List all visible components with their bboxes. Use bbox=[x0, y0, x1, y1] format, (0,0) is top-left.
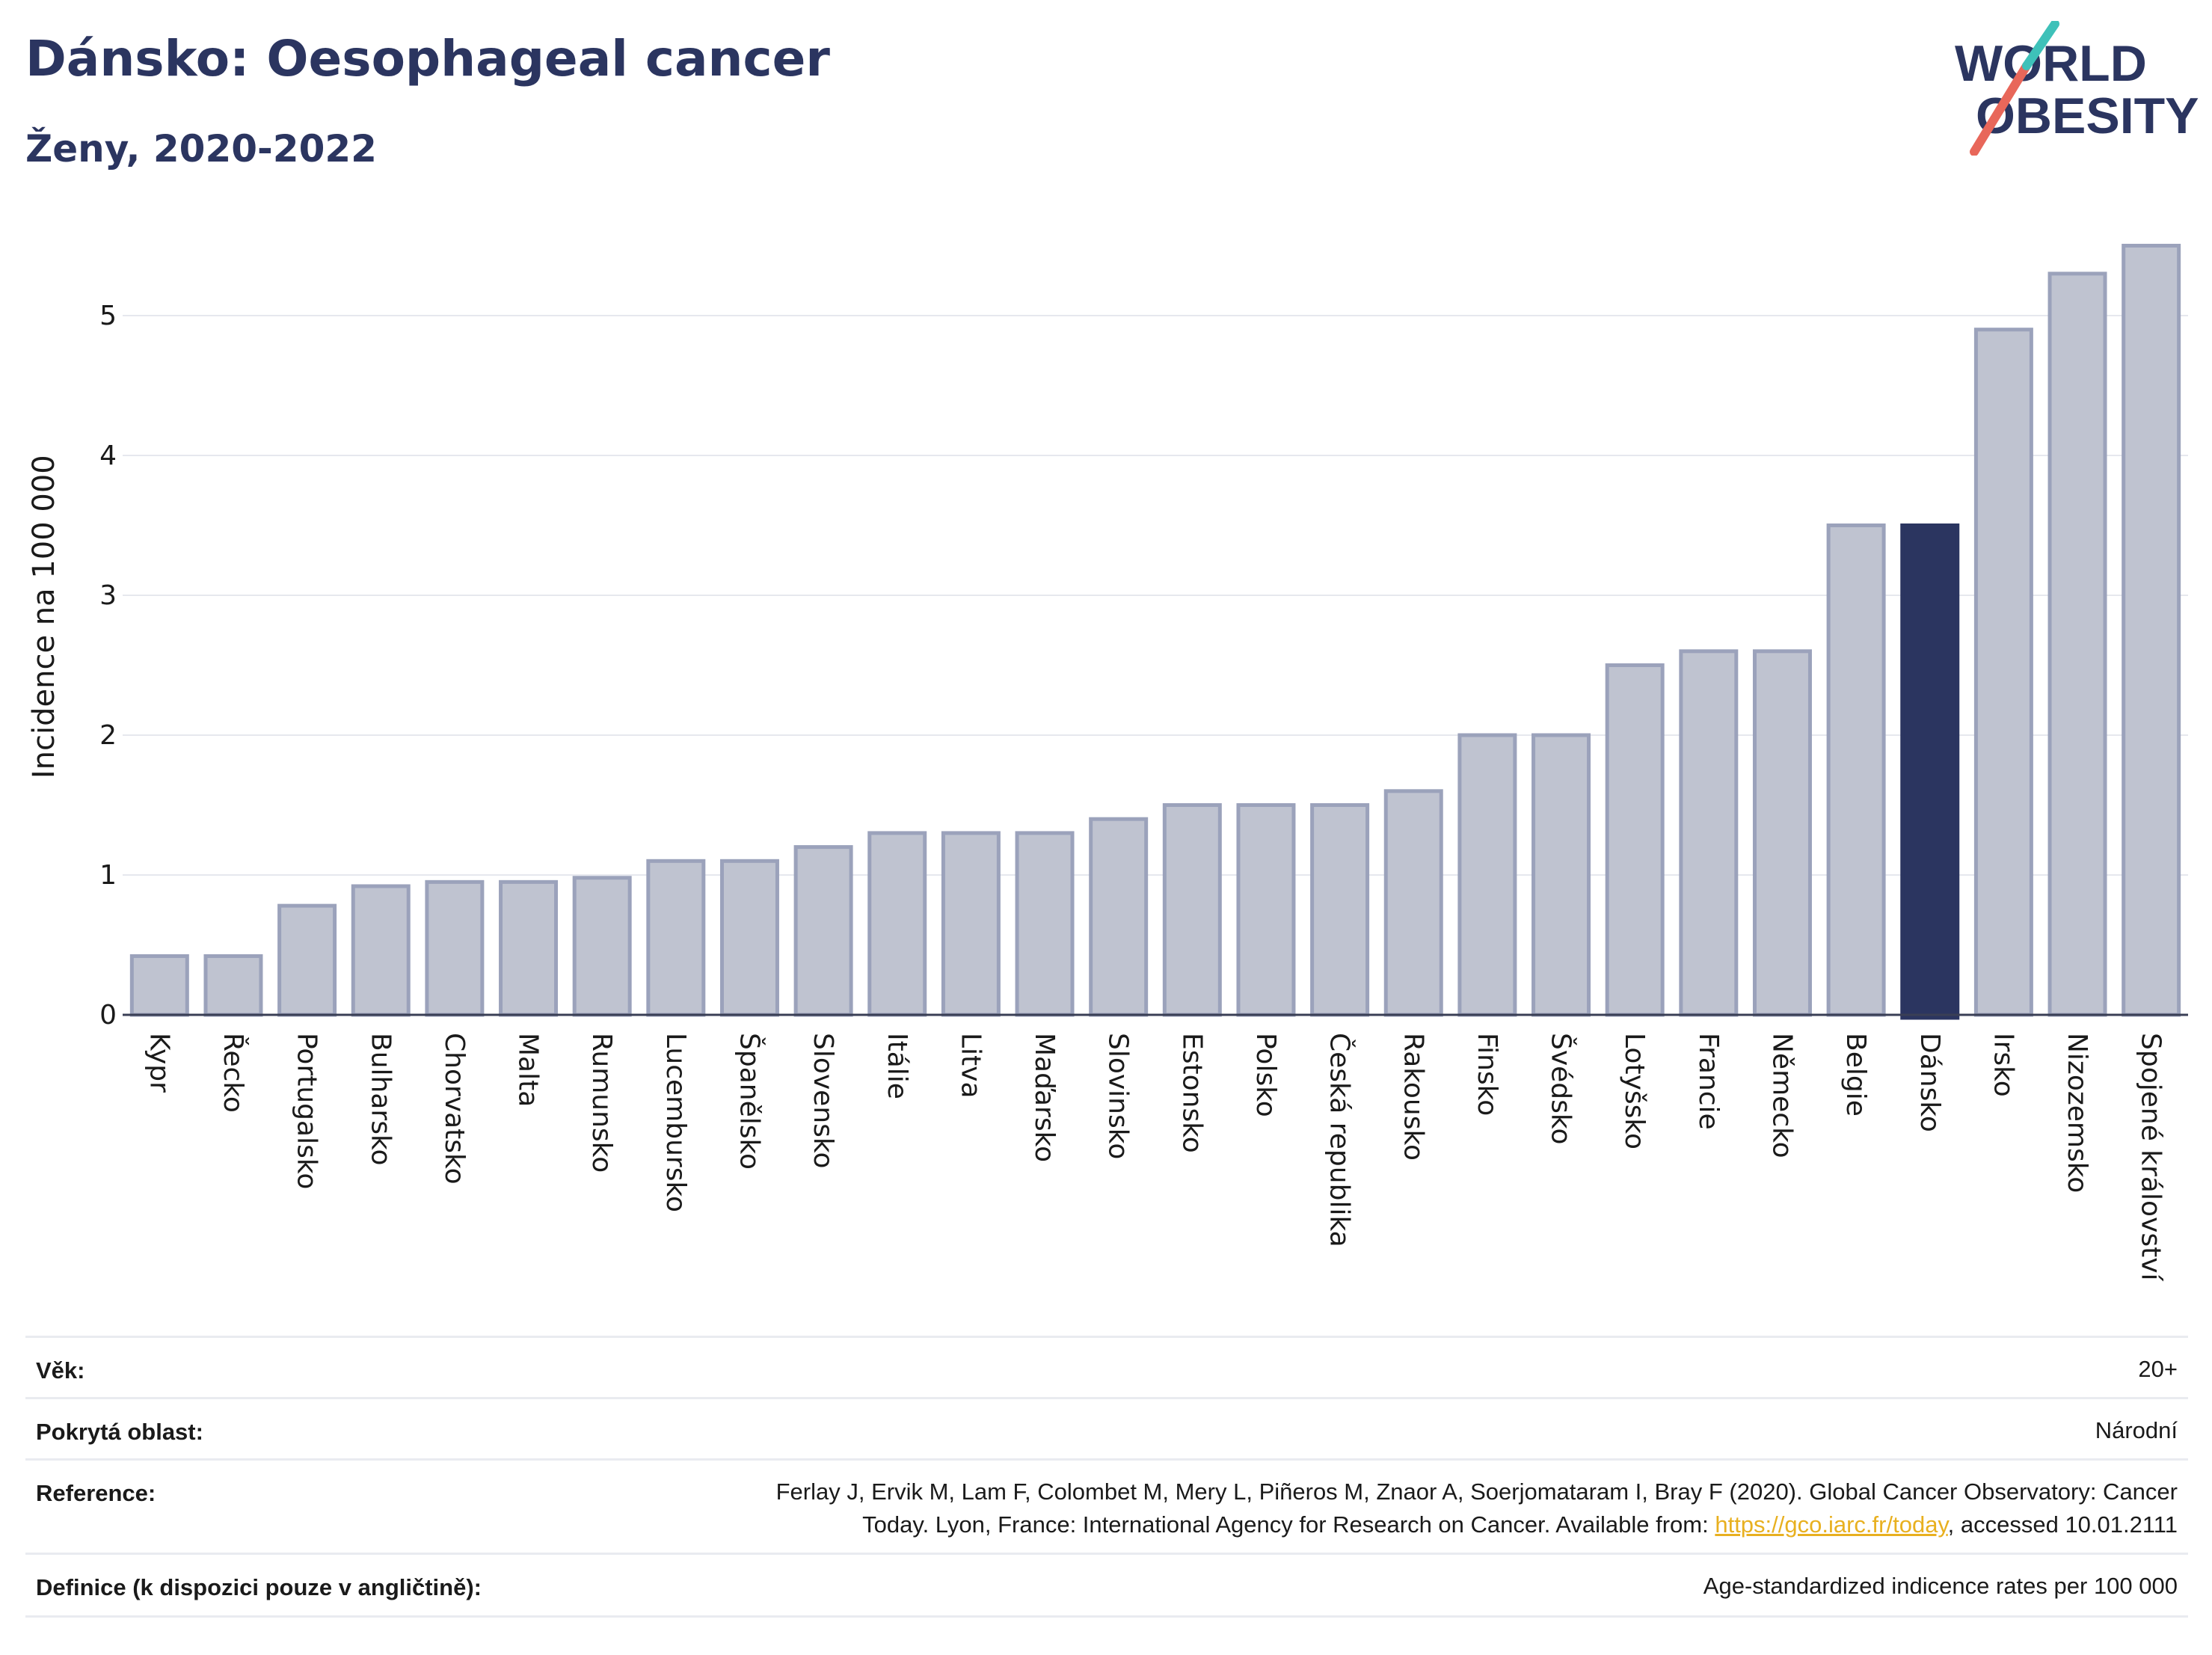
meta-row-area: Pokrytá oblast: Národní bbox=[25, 1397, 2188, 1461]
y-tick-label-3: 3 bbox=[99, 580, 117, 611]
meta-area-value: Národní bbox=[2095, 1414, 2178, 1447]
bar-20 bbox=[1534, 735, 1589, 1015]
meta-row-definition: Definice (k dispozici pouze v angličtině… bbox=[25, 1553, 2188, 1618]
bar-12 bbox=[943, 833, 998, 1015]
bar-chart: 0 1 2 3 4 5 Incidence na 100 000 Kypr Řecko Portu… bbox=[0, 0, 2212, 1316]
bar-22 bbox=[1681, 651, 1736, 1015]
x-tick-label-1: Kypr bbox=[144, 1033, 174, 1093]
meta-age-label: Věk: bbox=[36, 1357, 85, 1384]
meta-row-reference: Reference: Ferlay J, Ervik M, Lam F, Col… bbox=[25, 1458, 2188, 1555]
bar-6 bbox=[501, 882, 556, 1015]
x-tick-label-3: Portugalsko bbox=[292, 1033, 322, 1189]
bar-21 bbox=[1607, 666, 1662, 1016]
y-tick-label-0: 0 bbox=[99, 1000, 117, 1031]
x-tick-label-27: Nizozemsko bbox=[2062, 1033, 2092, 1193]
x-tick-label-10: Slovensko bbox=[808, 1033, 838, 1169]
y-tick-label-4: 4 bbox=[99, 440, 117, 471]
x-tick-label-8: Lucembursko bbox=[660, 1033, 691, 1212]
meta-area-label: Pokrytá oblast: bbox=[36, 1419, 203, 1446]
x-tick-label-13: Maďarsko bbox=[1029, 1033, 1060, 1162]
x-tick-label-2: Řecko bbox=[218, 1033, 249, 1113]
bar-19 bbox=[1460, 735, 1515, 1015]
bar-25 bbox=[1902, 526, 1958, 1019]
x-tick-label-22: Francie bbox=[1693, 1033, 1724, 1130]
bar-7 bbox=[574, 878, 630, 1015]
x-tick-label-26: Irsko bbox=[1988, 1033, 2018, 1097]
reference-line-1: Ferlay J, Ervik M, Lam F, Colombet M, Me… bbox=[776, 1476, 2178, 1508]
bar-1 bbox=[132, 956, 187, 1015]
x-tick-label-11: Itálie bbox=[882, 1033, 912, 1099]
reference-line-2: Today. Lyon, France: International Agenc… bbox=[776, 1508, 2178, 1541]
bar-2 bbox=[206, 956, 261, 1015]
bar-5 bbox=[427, 882, 482, 1015]
meta-bottom-border bbox=[25, 1615, 2188, 1618]
y-tick-label-5: 5 bbox=[99, 301, 117, 331]
x-tick-label-19: Finsko bbox=[1472, 1033, 1502, 1116]
bar-9 bbox=[722, 861, 777, 1015]
bar-11 bbox=[870, 833, 925, 1015]
x-tick-label-4: Bulharsko bbox=[365, 1033, 396, 1166]
bar-17 bbox=[1312, 805, 1368, 1016]
meta-definition-value: Age-standardized indicence rates per 100… bbox=[1703, 1570, 2178, 1603]
bar-4 bbox=[353, 886, 408, 1015]
meta-row-age: Věk: 20+ bbox=[25, 1336, 2188, 1399]
bar-27 bbox=[2050, 274, 2105, 1015]
x-tick-label-24: Belgie bbox=[1840, 1033, 1871, 1117]
x-tick-label-28: Spojené království bbox=[2136, 1033, 2166, 1282]
bar-26 bbox=[1976, 330, 2031, 1015]
x-tick-label-20: Švédsko bbox=[1546, 1033, 1577, 1145]
bar-3 bbox=[280, 906, 335, 1015]
reference-line-2-post: , accessed 10.01.2111 bbox=[1948, 1511, 2178, 1538]
reference-link[interactable]: https://gco.iarc.fr/today bbox=[1715, 1511, 1947, 1538]
x-tick-label-21: Lotyšsko bbox=[1619, 1033, 1650, 1149]
bar-14 bbox=[1091, 819, 1146, 1015]
x-tick-label-7: Rumunsko bbox=[586, 1033, 617, 1173]
meta-age-value: 20+ bbox=[2138, 1353, 2178, 1386]
bar-23 bbox=[1754, 651, 1810, 1015]
meta-reference-label: Reference: bbox=[36, 1480, 156, 1507]
x-tick-label-9: Španělsko bbox=[734, 1033, 765, 1170]
x-tick-label-23: Německo bbox=[1766, 1033, 1797, 1158]
x-tick-label-15: Estonsko bbox=[1176, 1033, 1207, 1153]
y-axis-label: Incidence na 100 000 bbox=[27, 455, 61, 779]
y-tick-label-2: 2 bbox=[99, 720, 117, 751]
bar-28 bbox=[2124, 246, 2179, 1016]
x-tick-label-12: Litva bbox=[955, 1033, 986, 1099]
x-tick-label-5: Chorvatsko bbox=[439, 1033, 470, 1185]
x-tick-label-18: Rakousko bbox=[1398, 1033, 1428, 1161]
bar-16 bbox=[1238, 805, 1294, 1016]
bar-8 bbox=[648, 861, 704, 1015]
x-tick-label-25: Dánsko bbox=[1914, 1033, 1945, 1132]
x-tick-label-14: Slovinsko bbox=[1103, 1033, 1134, 1159]
meta-reference-value: Ferlay J, Ervik M, Lam F, Colombet M, Me… bbox=[776, 1476, 2178, 1541]
reference-line-2-pre: Today. Lyon, France: International Agenc… bbox=[862, 1511, 1715, 1538]
meta-definition-label: Definice (k dispozici pouze v angličtině… bbox=[36, 1574, 482, 1601]
x-tick-label-16: Polsko bbox=[1250, 1033, 1281, 1117]
bar-10 bbox=[796, 847, 851, 1015]
x-tick-label-17: Česká republika bbox=[1324, 1033, 1356, 1247]
y-tick-label-1: 1 bbox=[99, 860, 117, 891]
bar-18 bbox=[1386, 791, 1441, 1015]
bar-13 bbox=[1017, 833, 1072, 1015]
bar-24 bbox=[1828, 526, 1884, 1016]
x-tick-label-6: Malta bbox=[513, 1033, 544, 1107]
bar-15 bbox=[1164, 805, 1220, 1016]
